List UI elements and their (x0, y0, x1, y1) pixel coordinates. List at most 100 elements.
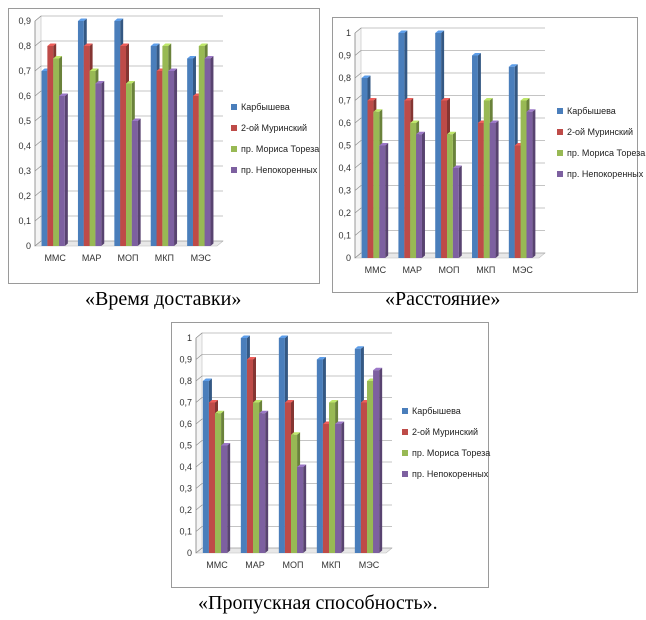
bar-front (379, 146, 385, 259)
category-label: МЭС (191, 253, 212, 263)
bar-front (478, 123, 484, 258)
bar-front (221, 446, 227, 554)
bar (490, 121, 499, 259)
bar-front (95, 84, 101, 247)
bar-side (496, 121, 499, 259)
bar-front (205, 59, 211, 247)
bar-side (379, 368, 382, 553)
bar-front (367, 381, 373, 553)
chart-svg-distance: 00,10,20,30,40,50,60,70,80,91ММС МАР МОП МК… (333, 18, 639, 294)
bar-front (78, 21, 84, 246)
bar (132, 119, 141, 247)
y-tick-label: 0 (346, 253, 351, 263)
y-tick-label: 0,7 (18, 66, 31, 76)
bar-front (209, 403, 215, 554)
bar (453, 166, 462, 259)
bar-front (151, 46, 157, 246)
legend-swatch (557, 108, 563, 114)
y-tick-label: 1 (346, 28, 351, 38)
category-label: МАР (82, 253, 102, 263)
y-tick-label: 0,1 (179, 527, 192, 537)
bar-front (279, 338, 285, 553)
bar-front (59, 96, 65, 246)
bar-front (398, 33, 404, 258)
category-label: МКП (155, 253, 174, 263)
bar-front (114, 21, 120, 246)
bar-front (362, 78, 368, 258)
bar-front (42, 71, 48, 246)
chart-panel-delivery-time: 0 0,1 0,2 0,3 0,4 0,5 0,6 0,7 0,8 0,9 ММС МАР МОП МКП… (8, 8, 320, 284)
category-label: МЭС (359, 560, 380, 570)
y-tick-label: 0,9 (18, 16, 31, 26)
legend-swatch (402, 408, 408, 414)
bar (335, 422, 344, 554)
bar-front (247, 360, 253, 554)
bar-front (361, 403, 367, 554)
side-wall (35, 16, 41, 246)
category-label: ММС (365, 265, 387, 275)
bar-front (323, 424, 329, 553)
bar (297, 465, 306, 554)
bar (221, 443, 230, 553)
category-label: ММС (206, 560, 228, 570)
bar-front (329, 403, 335, 554)
y-tick-label: 1 (187, 333, 192, 343)
legend-swatch (231, 167, 237, 173)
bar-front (404, 101, 410, 259)
y-tick-label: 0 (187, 548, 192, 558)
legend-swatch (231, 104, 237, 110)
bar-front (368, 101, 374, 259)
y-tick-label: 0,1 (338, 231, 351, 241)
bar-front (509, 67, 515, 258)
legend-label: Карбышева (241, 102, 290, 112)
bar-front (84, 46, 90, 246)
bar-front (521, 101, 527, 259)
y-tick-label: 0,9 (179, 355, 192, 365)
bar-front (285, 403, 291, 554)
bar (416, 132, 425, 258)
bar-front (253, 403, 259, 554)
bar-front (355, 349, 361, 553)
bar-side (385, 143, 388, 258)
bar-side (210, 56, 213, 246)
category-label: МОП (439, 265, 460, 275)
chart-svg-throughput: 0 0,1 0,2 0,3 0,4 0,5 0,6 0,7 0,8 0,9 1 ММС МАР МОП МК… (172, 323, 490, 589)
legend-label: 2-ой Муринский (412, 427, 478, 437)
legend-label: пр. Непокоренных (412, 469, 489, 479)
legend-swatch (402, 471, 408, 477)
bar-side (303, 465, 306, 554)
bar-front (416, 134, 422, 258)
caption-delivery-time: «Время доставки» (85, 288, 241, 311)
category-label: МОП (118, 253, 139, 263)
chart-svg-delivery-time: 0 0,1 0,2 0,3 0,4 0,5 0,6 0,7 0,8 0,9 ММС МАР МОП МКП… (9, 9, 321, 285)
y-tick-label: 0,3 (338, 186, 351, 196)
category-label: МКП (321, 560, 340, 570)
bar-front (472, 56, 478, 259)
bar-front (526, 112, 532, 258)
bar-front (484, 101, 490, 259)
y-tick-label: 0,2 (18, 191, 31, 201)
bar (259, 411, 268, 553)
bar-front (193, 96, 199, 246)
legend-label: пр. Непокоренных (567, 169, 644, 179)
y-tick-label: 0,5 (338, 141, 351, 151)
legend-label: пр. Мориса Тореза (567, 148, 645, 158)
bar-side (65, 94, 68, 247)
bar-front (120, 46, 126, 246)
legend-swatch (557, 129, 563, 135)
legend-label: Карбышева (412, 406, 461, 416)
y-tick-label: 0,8 (18, 41, 31, 51)
legend-swatch (557, 171, 563, 177)
bar-front (199, 46, 205, 246)
legend-label: 2-ой Муринский (241, 123, 307, 133)
y-tick-label: 0,6 (338, 118, 351, 128)
bar-front (335, 424, 341, 553)
bar-front (90, 71, 96, 246)
category-label: МАР (245, 560, 265, 570)
bar-front (203, 381, 209, 553)
bar-front (162, 46, 168, 246)
bar-side (341, 422, 344, 554)
legend-swatch (557, 150, 563, 156)
bar-front (132, 121, 138, 246)
legend-label: пр. Мориса Тореза (412, 448, 490, 458)
